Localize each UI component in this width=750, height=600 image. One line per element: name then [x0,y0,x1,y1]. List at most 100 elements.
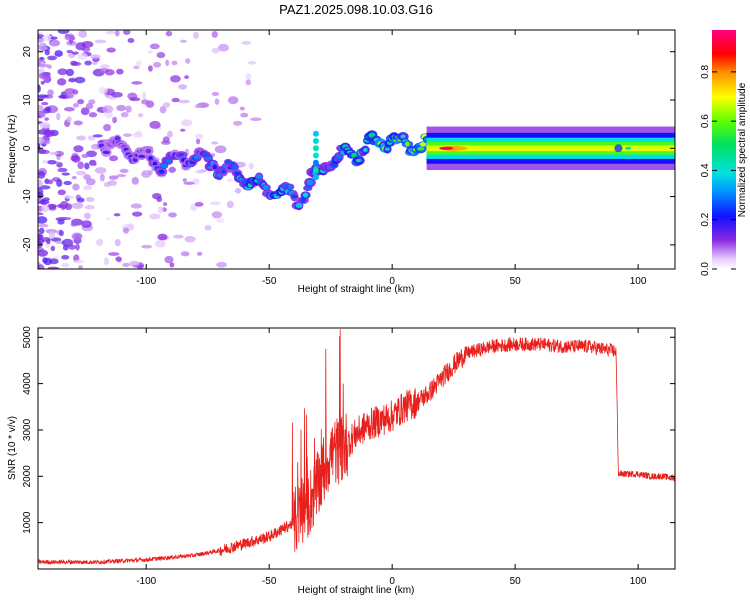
heatmap-ridge-cell [302,192,309,198]
heatmap-noise-cell [38,264,45,269]
heatmap-ridge-cell [300,197,307,203]
heatmap-noise-cell [216,261,228,268]
heatmap-noise-cell [71,232,83,241]
heatmap-noise-cell [78,30,88,38]
heatmap-ridge-cell [204,156,212,160]
heatmap-noise-cell [98,87,108,95]
heatmap-noise-cell [70,155,80,162]
heatmap-noise-cell [135,60,142,67]
colorbar: 0.0 0.2 0.4 0.6 0.8 Normalized spectral ampl… [700,30,748,276]
heatmap-noise-cell [141,244,153,249]
heatmap-noise-cell [38,45,48,52]
heatmap-noise-cell [180,119,193,127]
heatmap-noise-cell [73,259,85,264]
heatmap-noise-cell [194,201,204,207]
heatmap-noise-cell [227,96,239,105]
snr-x-axis-label: Height of straight line (km) [298,585,415,596]
heatmap-noise-cell [125,105,132,113]
colorbar-tick-label: 0.8 [700,64,711,78]
heatmap-noise-cell [102,105,114,113]
heatmap-noise-cell [241,40,252,45]
heatmap-noise-cell [38,171,46,179]
heatmap-noise-cell [41,101,49,106]
heatmap-noise-cell [109,155,119,162]
y-tick-label: 2000 [22,465,33,488]
heatmap-noise-cell [108,252,120,257]
heatmap-ridge-cell [221,169,227,174]
x-tick-label: 50 [510,276,522,287]
heatmap-noise-cell [204,224,212,231]
y-tick-label: 5000 [22,326,33,349]
heatmap-noise-cell [173,234,184,239]
snr-frame [37,327,676,570]
heatmap-noise-cell [128,260,140,267]
heatmap-noise-cell [180,251,190,257]
heatmap-noise-cell [103,257,110,266]
heatmap-noise-cell [64,195,75,200]
heatmap-noise-cell [77,99,85,105]
heatmap-ridge-cell [312,174,319,181]
heatmap-noise-cell [42,34,53,42]
heatmap-carrier-band [426,145,675,152]
heatmap-ridge-cell [356,158,362,163]
y-tick-label: -20 [22,237,33,252]
heatmap-noise-cell [85,197,95,202]
heatmap-noise-cell [214,145,227,154]
heatmap-feature-cell [614,144,623,153]
heatmap-noise-cell [38,223,49,228]
heatmap-noise-cell [195,138,201,145]
heatmap-ridge-cell [405,141,410,147]
snr-y-axis-label: SNR (10 * v/v) [7,416,18,480]
heatmap-noise-cell [194,104,201,109]
heatmap-noise-cell [111,91,123,98]
heatmap-noise-cell [73,145,84,153]
heatmap-noise-cell [39,122,51,129]
heatmap-noise-cell [99,173,105,182]
heatmap-noise-cell [64,88,76,94]
heatmap-noise-cell [58,230,64,237]
heatmap-noise-cell [72,183,80,191]
heatmap-noise-cell [248,162,254,170]
heatmap-noise-cell [119,168,129,174]
colorbar-tick-label: 0.6 [700,114,711,128]
heatmap-ridge-cell [363,148,368,152]
heatmap-noise-cell [159,105,167,114]
heatmap-noise-cell [47,179,54,185]
heatmap-noise-cell [63,107,75,112]
heatmap-noise-cell [168,166,176,173]
heatmap-noise-cell [147,65,153,72]
heatmap-noise-cell [132,132,143,138]
heatmap-ridge-cell [335,154,342,160]
heatmap-noise-cell [152,61,162,68]
heatmap-noise-cell [71,51,79,55]
heatmap-noise-cell [77,161,84,170]
heatmap-noise-cell [137,113,144,118]
heatmap-noise-cell [142,91,147,100]
heatmap-noise-cell [56,112,61,121]
heatmap-ridge-cell [312,152,319,159]
heatmap-noise-cell [157,206,164,214]
heatmap-noise-cell [96,238,104,247]
heatmap-noise-cell [127,37,135,43]
x-tick-label: -100 [136,576,156,587]
heatmap-noise-cell [83,212,91,220]
heatmap-noise-cell [38,212,44,216]
heatmap-ridge-cell [307,179,314,186]
heatmap-noise-cell [48,230,56,239]
heatmap-noise-cell [171,97,180,103]
heatmap-noise-cell [162,102,171,108]
heatmap-noise-cell [104,69,115,76]
heatmap-noise-cell [116,104,127,112]
heatmap-noise-cell [156,51,166,59]
heatmap-ridge-cell [295,202,303,208]
heatmap-noise-cell [127,223,135,231]
heatmap-noise-cell [43,257,52,266]
heatmap-noise-cell [239,106,245,111]
heatmap-noise-cell [105,30,117,35]
colorbar-tick-label: 0.4 [700,163,711,177]
heatmap-noise-cell [38,149,50,155]
heatmap-noise-cell [78,265,83,269]
heatmap-noise-cell [195,133,204,140]
heatmap-noise-cell [168,212,177,218]
snr-y-axis: 1000 2000 3000 4000 5000 [22,326,675,534]
